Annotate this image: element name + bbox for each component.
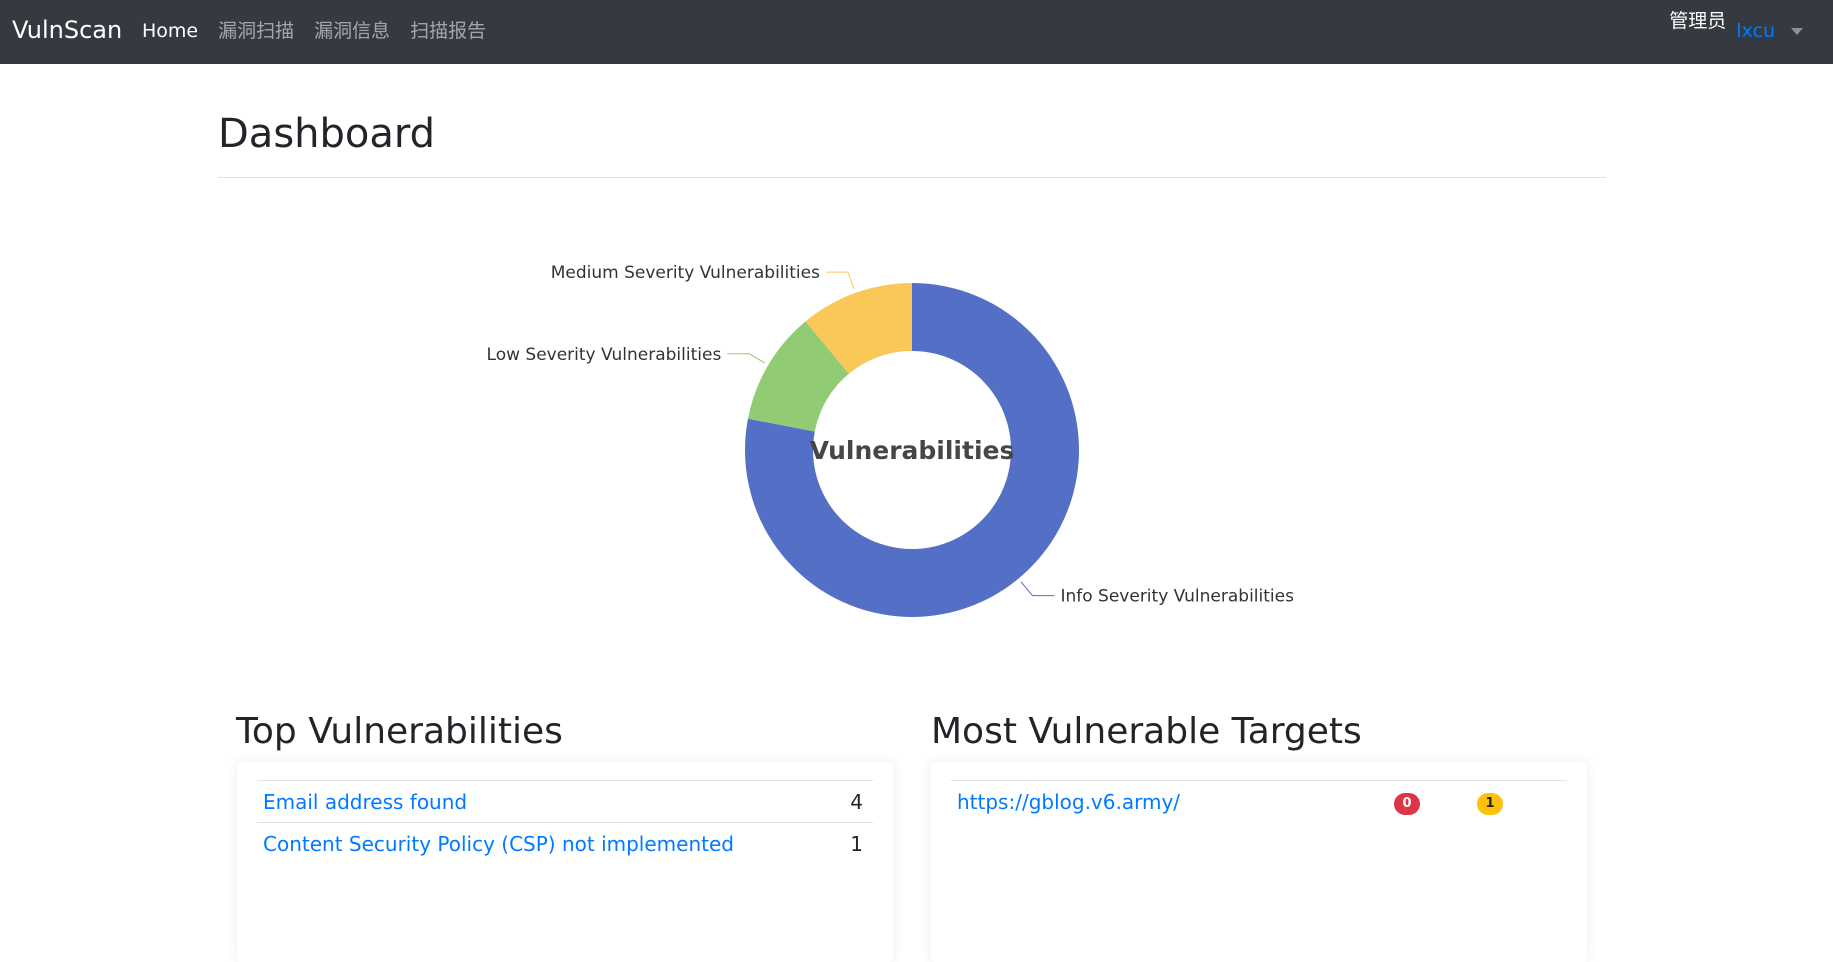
user-dropdown-toggle[interactable]: lxcu bbox=[1736, 20, 1775, 42]
label-leader-line bbox=[1020, 581, 1055, 597]
top-vulnerabilities-card: Email address found 4 Content Security P… bbox=[237, 762, 893, 962]
nav-vuln-info[interactable]: 漏洞信息 bbox=[314, 20, 391, 42]
nav-links: Home 漏洞扫描 漏洞信息 扫描报告 bbox=[142, 18, 486, 44]
nav-vuln-scan[interactable]: 漏洞扫描 bbox=[218, 20, 295, 42]
table-row: Content Security Policy (CSP) not implem… bbox=[257, 822, 873, 864]
slice-label: Medium Severity Vulnerabilities bbox=[551, 263, 820, 283]
slice-label: Low Severity Vulnerabilities bbox=[487, 345, 722, 365]
top-navbar: VulnScan Home 漏洞扫描 漏洞信息 扫描报告 管理员 lxcu bbox=[0, 0, 1833, 64]
user-role-label: 管理员 bbox=[1669, 10, 1727, 32]
medium-badge-cell: 1 bbox=[1449, 788, 1531, 815]
donut-slice[interactable] bbox=[747, 321, 849, 432]
chart-center-title: Vulnerabilities bbox=[810, 436, 1015, 465]
high-severity-badge: 0 bbox=[1394, 793, 1420, 815]
label-leader-line bbox=[825, 271, 855, 290]
user-menu: 管理员 lxcu bbox=[1669, 10, 1803, 42]
table-row: https://gblog.v6.army/ 0 1 bbox=[951, 780, 1567, 822]
high-badge-cell: 0 bbox=[1365, 788, 1449, 815]
vulnerability-count: 4 bbox=[850, 789, 863, 814]
nav-scan-report[interactable]: 扫描报告 bbox=[410, 20, 487, 42]
vulnerability-link[interactable]: Email address found bbox=[263, 789, 468, 814]
vulnerability-link[interactable]: Content Security Policy (CSP) not implem… bbox=[263, 831, 734, 856]
brand-logo[interactable]: VulnScan bbox=[12, 16, 123, 44]
most-vulnerable-targets-title: Most Vulnerable Targets bbox=[931, 711, 1362, 752]
most-vulnerable-targets-table: https://gblog.v6.army/ 0 1 bbox=[951, 780, 1567, 822]
most-vulnerable-targets-card: https://gblog.v6.army/ 0 1 bbox=[931, 762, 1587, 962]
top-vulnerabilities-table: Email address found 4 Content Security P… bbox=[257, 780, 873, 864]
medium-severity-badge: 1 bbox=[1477, 793, 1503, 815]
table-row: Email address found 4 bbox=[257, 780, 873, 822]
top-vulnerabilities-title: Top Vulnerabilities bbox=[236, 711, 563, 752]
slice-label: Info Severity Vulnerabilities bbox=[1060, 587, 1294, 607]
label-leader-line bbox=[727, 353, 766, 364]
target-link[interactable]: https://gblog.v6.army/ bbox=[957, 789, 1181, 814]
donut-slice[interactable] bbox=[805, 283, 912, 374]
page-title: Dashboard bbox=[218, 111, 436, 157]
caret-down-icon[interactable] bbox=[1791, 28, 1803, 35]
vulnerability-count: 1 bbox=[850, 831, 863, 856]
nav-home[interactable]: Home bbox=[142, 20, 199, 42]
title-divider bbox=[218, 177, 1606, 178]
vulnerabilities-donut-chart: Info Severity Vulnerabilities Low Severit… bbox=[487, 263, 1294, 617]
donut-slice[interactable] bbox=[745, 283, 1079, 617]
